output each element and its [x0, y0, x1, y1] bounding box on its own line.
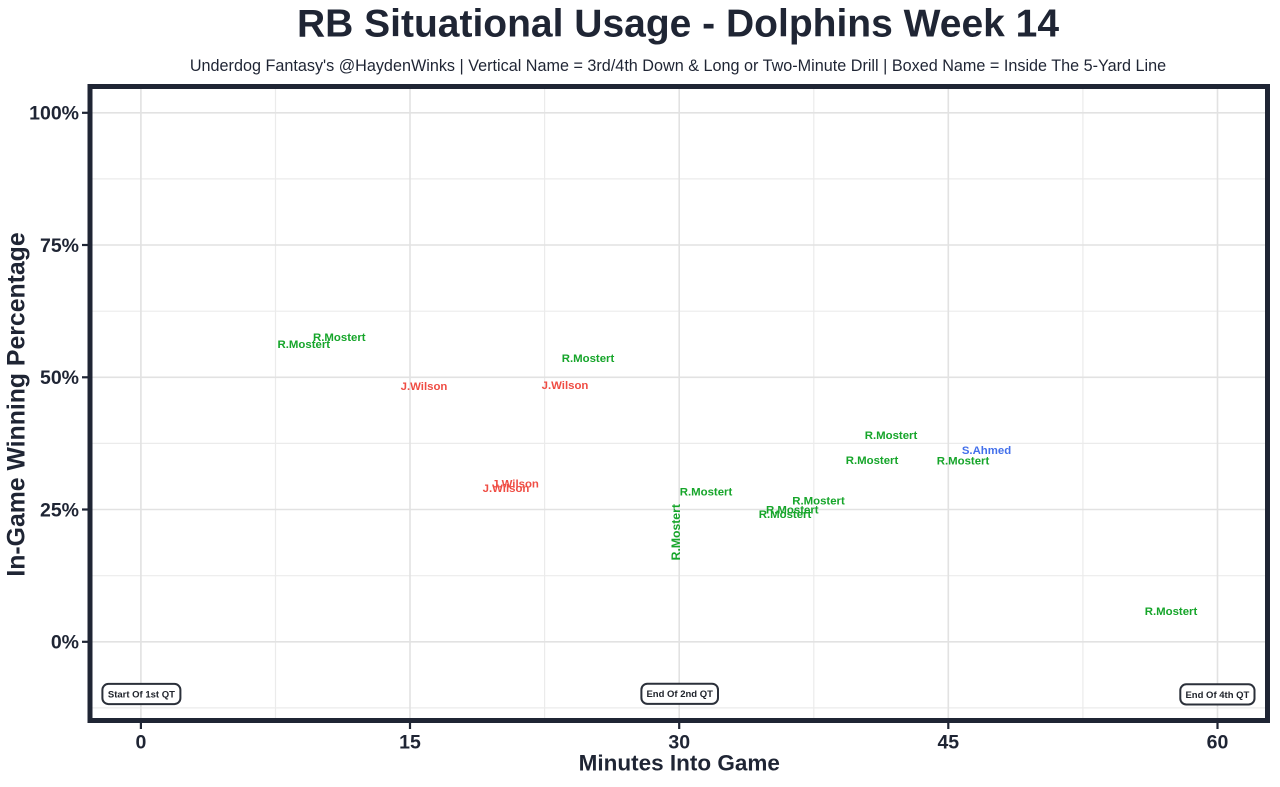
- svg-text:75%: 75%: [40, 235, 79, 257]
- svg-text:Minutes Into Game: Minutes Into Game: [579, 751, 780, 776]
- svg-text:In-Game Winning Percentage: In-Game Winning Percentage: [4, 232, 31, 576]
- svg-text:0%: 0%: [51, 632, 79, 654]
- svg-text:J.Wilson: J.Wilson: [483, 483, 530, 495]
- svg-text:100%: 100%: [29, 103, 79, 125]
- svg-text:25%: 25%: [40, 499, 79, 521]
- svg-text:R.Mostert: R.Mostert: [680, 487, 733, 499]
- svg-text:Underdog Fantasy's @HaydenWink: Underdog Fantasy's @HaydenWinks | Vertic…: [190, 57, 1166, 75]
- svg-text:R.Mostert: R.Mostert: [278, 339, 331, 351]
- svg-text:R.Mostert: R.Mostert: [937, 456, 990, 468]
- svg-text:R.Mostert: R.Mostert: [766, 504, 819, 516]
- svg-text:End Of 2nd QT: End Of 2nd QT: [646, 689, 713, 700]
- svg-text:45: 45: [937, 731, 959, 753]
- svg-text:60: 60: [1207, 731, 1229, 753]
- svg-text:15: 15: [399, 731, 421, 753]
- svg-text:R.Mostert: R.Mostert: [669, 504, 683, 560]
- svg-text:0: 0: [135, 731, 146, 753]
- svg-text:R.Mostert: R.Mostert: [313, 332, 366, 344]
- svg-text:R.Mostert: R.Mostert: [759, 509, 812, 521]
- svg-text:Start Of 1st QT: Start Of 1st QT: [108, 689, 175, 700]
- svg-text:End Of 4th QT: End Of 4th QT: [1185, 690, 1249, 701]
- svg-text:S.Ahmed: S.Ahmed: [962, 445, 1011, 457]
- svg-text:R.Mostert: R.Mostert: [846, 455, 899, 467]
- svg-text:R.Mostert: R.Mostert: [562, 353, 615, 365]
- svg-text:J.Wilson: J.Wilson: [401, 381, 448, 393]
- svg-text:50%: 50%: [40, 367, 79, 389]
- svg-text:R.Mostert: R.Mostert: [1145, 606, 1198, 618]
- svg-text:30: 30: [668, 731, 690, 753]
- svg-text:RB Situational Usage - Dolphin: RB Situational Usage - Dolphins Week 14: [297, 3, 1059, 46]
- svg-text:R.Mostert: R.Mostert: [792, 496, 845, 508]
- svg-text:R.Mostert: R.Mostert: [865, 430, 918, 442]
- svg-text:J.Wilson: J.Wilson: [542, 380, 589, 392]
- svg-text:J.Wilson: J.Wilson: [492, 479, 539, 491]
